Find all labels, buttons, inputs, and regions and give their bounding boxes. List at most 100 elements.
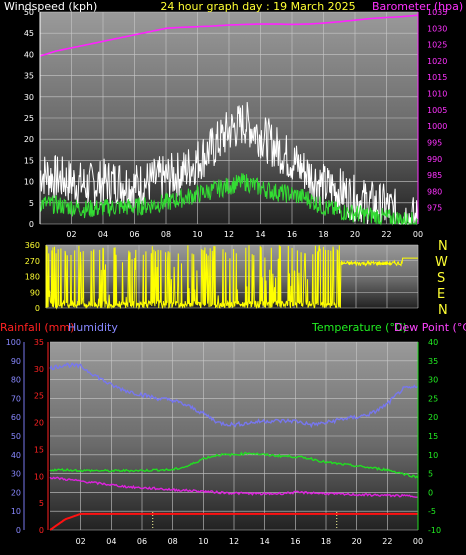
rainfall-axis-label: Rainfall (mm): [0, 321, 74, 334]
humidity-tick-label: 0: [16, 526, 21, 535]
wind-tick-label: 5: [29, 199, 34, 208]
direction-tick-label: 90: [30, 288, 40, 297]
humidity-tick-label: 80: [11, 376, 21, 385]
wind-x-tick-label: 10: [192, 230, 202, 239]
temp-tick-label: 40: [428, 338, 438, 347]
temp-x-tick-label: 14: [260, 537, 270, 546]
wind-x-tick-label: 22: [381, 230, 391, 239]
rain-tick-label: 0: [39, 526, 44, 535]
wind-tick-label: 30: [24, 93, 34, 102]
temp-x-tick-label: 12: [229, 537, 239, 546]
barometer-tick-label: 990: [427, 155, 442, 164]
wind-x-tick-label: 14: [255, 230, 265, 239]
temp-series: [49, 362, 419, 531]
temp-tick-label: -10: [428, 526, 441, 535]
temp-tick-label: 0: [428, 488, 433, 497]
humidity-tick-label: 60: [11, 413, 21, 422]
direction-tick-label: 0: [35, 304, 40, 313]
compass-s: S: [437, 271, 445, 286]
humidity-axis-label: Humidity: [68, 321, 118, 334]
temp-x-tick-label: 08: [168, 537, 178, 546]
rain-tick-label: 20: [34, 419, 44, 428]
wind-series: [39, 14, 419, 226]
rain-tick-label: 5: [39, 499, 44, 508]
temp-tick-label: 20: [428, 413, 438, 422]
direction-panel: 0 90 180 270 360 N W S E N: [25, 239, 448, 318]
temp-x-tick-label: 10: [198, 537, 208, 546]
temperature-axis-label: Temperature (°C): [311, 321, 407, 334]
compass-n-top: N: [438, 239, 448, 254]
barometer-line: [39, 14, 419, 57]
compass-e: E: [437, 287, 445, 302]
wind-ticks: 0510152025303540455097598098599099510001…: [24, 8, 448, 239]
wind-tick-label: 40: [24, 50, 34, 59]
barometer-tick-label: 1010: [427, 90, 447, 99]
wind-tick-label: 15: [24, 156, 34, 165]
direction-tick-label: 180: [25, 273, 40, 282]
rain-tick-label: 25: [34, 392, 44, 401]
direction-line: [45, 245, 418, 310]
wind-x-tick-label: 18: [318, 230, 328, 239]
temperature-panel: 010203040506070809010005101520253035-10-…: [0, 321, 466, 546]
humidity-tick-label: 40: [11, 451, 21, 460]
direction-ticks: 0 90 180 270 360: [25, 241, 47, 313]
temp-x-tick-label: 04: [106, 537, 116, 546]
rain-tick-label: 30: [34, 365, 44, 374]
temp-tick-label: -5: [428, 507, 436, 516]
dewpoint-axis-label: Dew Point (°C): [394, 321, 466, 334]
temp-x-tick-label: 02: [76, 537, 86, 546]
temp-tick-label: 15: [428, 432, 438, 441]
compass-n-bottom: N: [438, 303, 448, 318]
rain-tick-label: 15: [34, 445, 44, 454]
temp-x-tick-label: 06: [137, 537, 147, 546]
wind-tick-label: 50: [24, 8, 34, 17]
barometer-tick-label: 995: [427, 138, 442, 147]
wind-x-tick-label: 20: [350, 230, 360, 239]
temp-x-tick-label: 22: [382, 537, 392, 546]
wind-tick-label: 20: [24, 135, 34, 144]
direction-tick-label: 360: [25, 241, 40, 250]
temp-ticks: 010203040506070809010005101520253035-10-…: [6, 338, 441, 546]
compass-labels: N W S E N: [435, 239, 448, 318]
wind-tick-label: 0: [29, 220, 34, 229]
wind-barometer-panel: 0510152025303540455097598098599099510001…: [4, 0, 463, 239]
rain-tick-label: 10: [34, 472, 44, 481]
humidity-tick-label: 50: [11, 432, 21, 441]
wind-x-tick-label: 16: [287, 230, 297, 239]
humidity-tick-label: 10: [11, 507, 21, 516]
rain-tick-label: 35: [34, 338, 44, 347]
humidity-tick-label: 90: [11, 357, 21, 366]
temp-x-tick-label: 20: [352, 537, 362, 546]
barometer-tick-label: 1005: [427, 106, 447, 115]
temp-tick-label: 5: [428, 470, 433, 479]
barometer-tick-label: 1025: [427, 41, 447, 50]
barometer-tick-label: 1035: [427, 8, 447, 17]
windspeed-axis-label: Windspeed (kph): [4, 0, 97, 13]
barometer-tick-label: 1000: [427, 122, 447, 131]
temperature-line: [49, 451, 419, 479]
humidity-line: [49, 362, 419, 429]
temp-x-tick-label: 00: [413, 537, 423, 546]
direction-series: [45, 245, 418, 310]
barometer-tick-label: 985: [427, 171, 442, 180]
barometer-tick-label: 975: [427, 204, 442, 213]
wind-line: [39, 173, 419, 226]
barometer-tick-label: 980: [427, 187, 442, 196]
compass-w: W: [435, 255, 448, 270]
temp-tick-label: 30: [428, 376, 438, 385]
humidity-tick-label: 100: [6, 338, 21, 347]
wind-x-tick-label: 00: [413, 230, 423, 239]
humidity-tick-label: 70: [11, 394, 21, 403]
wind-tick-label: 35: [24, 72, 34, 81]
wind-x-tick-label: 04: [98, 230, 108, 239]
wind-tick-label: 45: [24, 29, 34, 38]
barometer-tick-label: 1015: [427, 73, 447, 82]
wind-x-tick-label: 02: [66, 230, 76, 239]
gust-line: [39, 101, 419, 225]
rainfall-line: [49, 512, 418, 531]
wind-tick-label: 25: [24, 114, 34, 123]
barometer-tick-label: 1020: [427, 57, 447, 66]
temp-x-tick-label: 16: [290, 537, 300, 546]
humidity-tick-label: 30: [11, 470, 21, 479]
